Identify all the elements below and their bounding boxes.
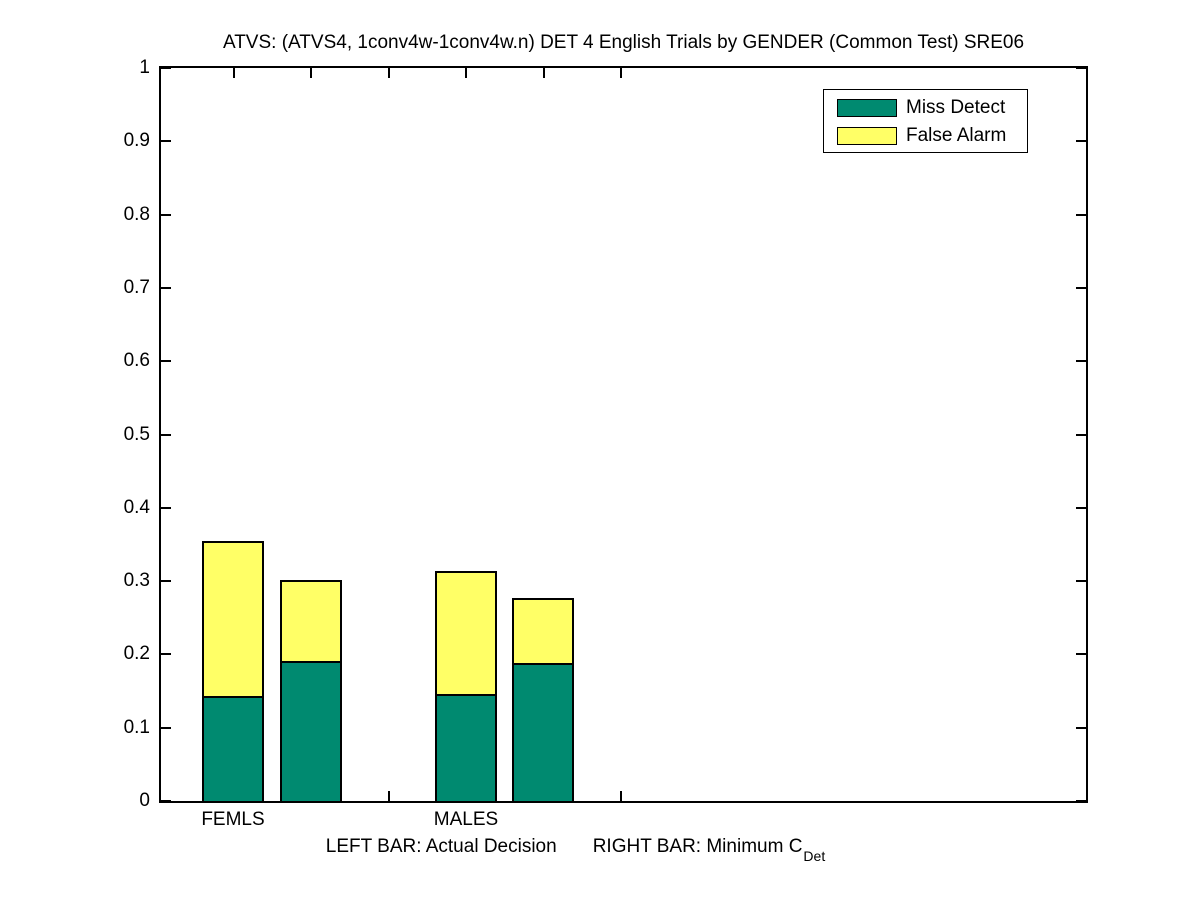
y-tick-mark-right bbox=[1076, 286, 1086, 289]
legend-label-miss-detect: Miss Detect bbox=[906, 97, 1006, 118]
y-tick-mark-right bbox=[1076, 580, 1086, 583]
segment-false-alarm bbox=[282, 582, 340, 663]
y-tick-mark-right bbox=[1076, 800, 1086, 802]
legend-item-false-alarm: False Alarm bbox=[837, 125, 1007, 146]
y-tick-mark-right bbox=[1076, 433, 1086, 436]
caption-right-bar-subscript: Det bbox=[803, 847, 826, 864]
x-tick-mark-top bbox=[387, 68, 390, 78]
y-tick-mark-left bbox=[161, 580, 171, 583]
y-tick-label: 0.7 bbox=[123, 276, 150, 298]
x-tick-mark-top bbox=[159, 68, 161, 78]
y-tick-mark-right bbox=[1076, 360, 1086, 363]
xlabel-caption: LEFT BAR: Actual Decision RIGHT BAR: Mini… bbox=[0, 836, 1150, 864]
y-tick-label: 0.4 bbox=[123, 496, 150, 518]
y-tick-mark-right bbox=[1076, 506, 1086, 509]
x-tick-mark-bottom bbox=[159, 791, 161, 801]
x-tick-mark-bottom bbox=[620, 791, 622, 801]
segment-false-alarm bbox=[204, 543, 262, 698]
x-category-label: MALES bbox=[433, 809, 499, 830]
y-tick-label: 1 bbox=[139, 57, 150, 78]
bar-males-actual-decision bbox=[435, 571, 497, 803]
bar-femls-actual-decision bbox=[202, 541, 264, 803]
x-category-label: FEMLS bbox=[201, 809, 265, 830]
y-tick-mark-left bbox=[161, 726, 171, 729]
y-tick-label: 0.9 bbox=[123, 130, 150, 152]
x-tick-mark-top bbox=[542, 68, 545, 78]
y-tick-mark-right bbox=[1076, 726, 1086, 729]
legend-swatch-false-alarm bbox=[837, 127, 897, 145]
legend-swatch-miss-detect bbox=[837, 99, 897, 117]
y-tick-mark-right bbox=[1076, 67, 1086, 69]
y-tick-mark-left bbox=[161, 67, 171, 69]
y-tick-mark-right bbox=[1076, 653, 1086, 656]
y-tick-label: 0.2 bbox=[123, 643, 150, 665]
y-tick-label: 0.3 bbox=[123, 570, 150, 592]
y-tick-label: 0.5 bbox=[123, 423, 150, 445]
segment-false-alarm bbox=[437, 573, 495, 696]
x-tick-mark-top bbox=[232, 68, 235, 78]
y-tick-mark-left bbox=[161, 213, 171, 216]
x-tick-mark-top bbox=[620, 68, 622, 78]
y-tick-mark-left bbox=[161, 653, 171, 656]
x-tick-mark-top bbox=[310, 68, 312, 78]
y-tick-mark-left bbox=[161, 506, 171, 509]
y-tick-label: 0.8 bbox=[123, 203, 150, 225]
segment-false-alarm bbox=[514, 600, 572, 665]
legend-label-false-alarm: False Alarm bbox=[906, 125, 1007, 146]
bar-males-minimum-cdet bbox=[512, 598, 574, 803]
y-tick-mark-left bbox=[161, 800, 171, 802]
y-tick-label: 0.1 bbox=[123, 716, 150, 738]
y-tick-mark-right bbox=[1076, 140, 1086, 143]
y-tick-mark-left bbox=[161, 433, 171, 436]
caption-left-bar: LEFT BAR: Actual Decision bbox=[325, 836, 557, 857]
bar-femls-minimum-cdet bbox=[280, 580, 342, 803]
y-tick-label: 0 bbox=[139, 790, 150, 811]
y-tick-mark-right bbox=[1076, 213, 1086, 216]
y-tick-mark-left bbox=[161, 140, 171, 143]
y-tick-mark-left bbox=[161, 360, 171, 363]
y-tick-mark-left bbox=[161, 286, 171, 289]
x-tick-mark-top bbox=[465, 68, 467, 78]
y-tick-label: 0.6 bbox=[123, 350, 150, 372]
caption-right-bar: RIGHT BAR: Minimum C bbox=[592, 836, 803, 857]
legend: Miss Detect False Alarm bbox=[823, 89, 1028, 153]
chart-title: ATVS: (ATVS4, 1conv4w-1conv4w.n) DET 4 E… bbox=[222, 32, 1025, 53]
x-tick-mark-bottom bbox=[387, 791, 390, 801]
legend-item-miss-detect: Miss Detect bbox=[837, 97, 1006, 118]
